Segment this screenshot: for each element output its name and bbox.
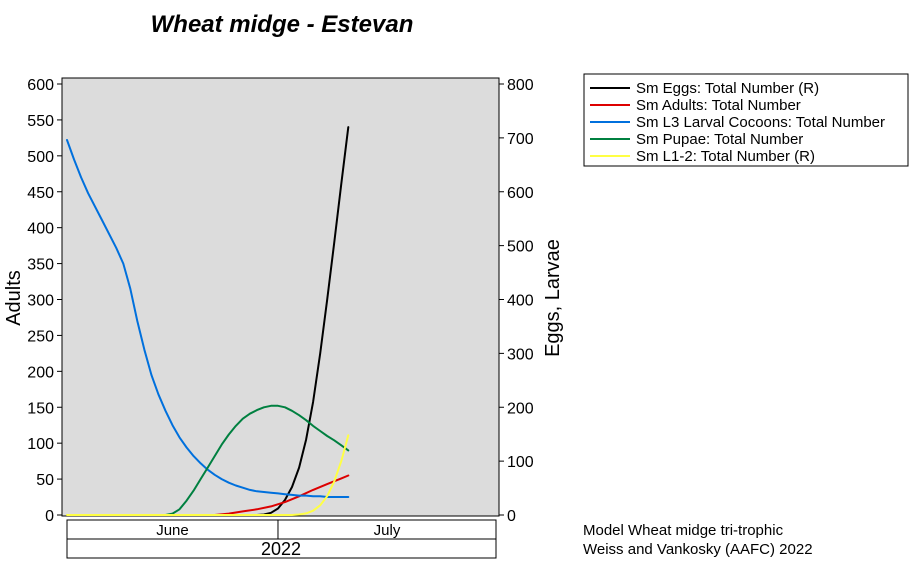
series-line-sm-l3-larval-cocoons-total-number — [66, 139, 350, 498]
legend-label: Sm L3 Larval Cocoons: Total Number — [636, 114, 885, 131]
plot-area — [61, 77, 500, 517]
y-tick-label-left: 250 — [27, 328, 54, 345]
y-tick-label-left: 400 — [27, 221, 54, 238]
left-axis: 0 50 100 150 200 250 300 350 400 450 500 550 600 — [27, 77, 62, 525]
right-axis: 0 100 200 300 400 500 600 700 800 — [499, 77, 534, 525]
y-tick-label-left: 100 — [27, 436, 54, 453]
x-month-label: June — [156, 522, 189, 539]
y-tick-label-left: 50 — [36, 472, 54, 489]
y-tick-label-left: 550 — [27, 113, 54, 130]
y-tick-label-right: 100 — [507, 454, 534, 471]
y-tick-label-right: 600 — [507, 185, 534, 202]
x-month-label: July — [374, 522, 401, 539]
credit-line-1: Model Wheat midge tri-trophic — [583, 522, 784, 539]
y-tick-label-right: 500 — [507, 239, 534, 256]
y-axis-label-left: Adults — [3, 270, 25, 326]
y-tick-label-right: 700 — [507, 131, 534, 148]
y-tick-label-right: 300 — [507, 346, 534, 363]
legend-label: Sm Pupae: Total Number — [636, 131, 803, 148]
x-year-label: 2022 — [261, 539, 301, 559]
series-line-sm-pupae-total-number — [164, 404, 350, 516]
x-axis: June July 2022 — [66, 519, 497, 559]
credit-line-2: Weiss and Vankosky (AAFC) 2022 — [583, 541, 813, 558]
y-tick-label-right: 200 — [507, 400, 534, 417]
y-tick-label-left: 0 — [45, 508, 54, 525]
month-row — [66, 519, 497, 540]
y-tick-label-left: 500 — [27, 149, 54, 166]
legend-box — [583, 73, 909, 167]
y-axis-label-right: Eggs, Larvae — [542, 239, 564, 357]
y-tick-label-left: 350 — [27, 257, 54, 274]
y-tick-label-left: 600 — [27, 77, 54, 94]
y-tick-label-right: 0 — [507, 508, 516, 525]
legend: Sm Eggs: Total Number (R)Sm Adults: Tota… — [583, 73, 909, 167]
y-tick-label-right: 800 — [507, 77, 534, 94]
y-tick-label-right: 400 — [507, 293, 534, 310]
y-tick-label-left: 300 — [27, 293, 54, 310]
year-row — [66, 538, 497, 559]
chart-title: Wheat midge - Estevan — [151, 11, 414, 38]
legend-label: Sm Adults: Total Number — [636, 97, 801, 114]
y-tick-label-left: 200 — [27, 364, 54, 381]
y-tick-label-left: 450 — [27, 185, 54, 202]
series-line-sm-l1-2-total-number-r — [66, 434, 350, 516]
y-tick-label-left: 150 — [27, 400, 54, 417]
legend-label: Sm Eggs: Total Number (R) — [636, 80, 819, 97]
legend-label: Sm L1-2: Total Number (R) — [636, 148, 815, 165]
series-group — [66, 126, 350, 516]
